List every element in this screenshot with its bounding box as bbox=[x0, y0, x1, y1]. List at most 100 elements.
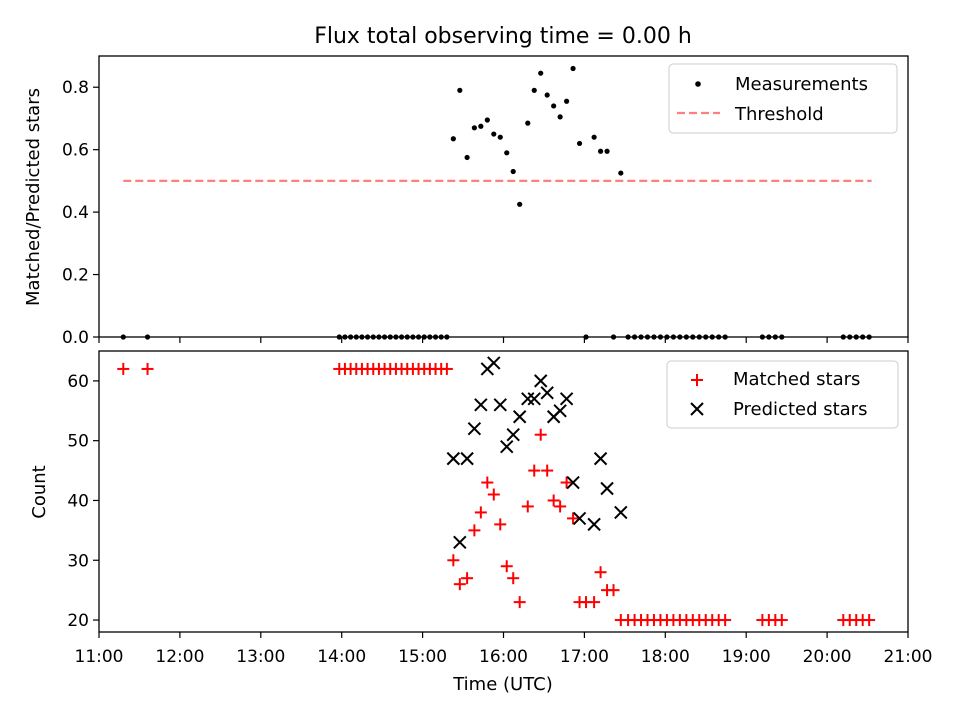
data-point bbox=[604, 148, 610, 154]
measurements-legend-marker bbox=[695, 81, 701, 87]
data-point bbox=[538, 70, 544, 76]
data-point bbox=[863, 614, 876, 627]
data-point bbox=[600, 481, 614, 496]
data-point bbox=[587, 517, 601, 532]
data-point bbox=[512, 410, 527, 424]
data-point bbox=[497, 134, 503, 140]
data-point bbox=[117, 362, 130, 375]
data-point bbox=[775, 614, 788, 627]
y-tick-label: 0.2 bbox=[62, 266, 89, 286]
data-point bbox=[614, 505, 628, 520]
data-point bbox=[464, 154, 470, 161]
data-point bbox=[474, 398, 488, 412]
bottom-y-axis: 20 30 40 50 60 bbox=[67, 372, 99, 631]
x-tick-label: 15:00 bbox=[398, 647, 447, 667]
data-point bbox=[527, 392, 541, 406]
data-point bbox=[547, 494, 560, 507]
bottom-legend: Matched stars Predicted stars bbox=[666, 360, 899, 429]
top-y-axis: 0.0 0.2 0.4 0.6 0.8 bbox=[62, 78, 99, 348]
data-point bbox=[521, 392, 535, 406]
y-tick-label: 20 bbox=[67, 611, 89, 631]
data-point bbox=[487, 356, 501, 370]
data-point bbox=[719, 614, 732, 627]
data-point bbox=[544, 92, 550, 98]
data-point bbox=[554, 500, 567, 513]
x-tick-label: 19:00 bbox=[722, 647, 771, 667]
data-point bbox=[510, 168, 516, 175]
data-point bbox=[487, 488, 500, 501]
y-tick-label: 50 bbox=[67, 432, 89, 452]
data-point bbox=[559, 392, 574, 406]
data-point bbox=[566, 475, 580, 490]
top-plot-area bbox=[120, 65, 872, 340]
data-point bbox=[525, 120, 531, 126]
x-tick-label: 13:00 bbox=[236, 647, 285, 667]
data-point bbox=[471, 125, 477, 131]
top-y-axis-label: Matched/Predicted stars bbox=[23, 88, 44, 306]
data-point bbox=[494, 518, 507, 531]
data-point bbox=[594, 566, 607, 579]
data-point bbox=[572, 511, 587, 526]
data-point bbox=[593, 451, 608, 466]
data-point bbox=[570, 65, 576, 72]
series-predicted-stars bbox=[446, 356, 628, 550]
top-legend: Measurements Threshold bbox=[668, 63, 898, 134]
x-tick-label: 18:00 bbox=[641, 647, 690, 667]
data-point bbox=[541, 464, 554, 477]
x-tick-label: 16:00 bbox=[479, 647, 528, 667]
data-point bbox=[517, 201, 523, 207]
x-tick-label: 14:00 bbox=[317, 647, 366, 667]
bottom-legend-box bbox=[666, 360, 899, 429]
top-x-axis-ticks bbox=[98, 337, 909, 343]
data-point bbox=[553, 404, 567, 418]
data-point bbox=[474, 506, 487, 519]
y-tick-label: 0.0 bbox=[62, 328, 89, 348]
data-point bbox=[591, 134, 597, 140]
figure-title: Flux total observing time = 0.00 h bbox=[314, 24, 692, 49]
y-tick-label: 60 bbox=[67, 372, 89, 392]
data-point bbox=[576, 140, 583, 147]
predicted-legend-label: Predicted stars bbox=[733, 399, 867, 420]
data-point bbox=[440, 362, 453, 375]
x-tick-label: 20:00 bbox=[803, 647, 852, 667]
data-point bbox=[513, 596, 526, 609]
data-point bbox=[607, 584, 620, 597]
data-point bbox=[447, 554, 460, 567]
data-point bbox=[460, 451, 474, 466]
data-point bbox=[478, 123, 484, 129]
y-tick-label: 0.8 bbox=[62, 78, 89, 98]
x-tick-label: 17:00 bbox=[560, 647, 609, 667]
data-point bbox=[457, 87, 463, 93]
bottom-panel: 20 30 40 50 60 11:00 12:00 13:00 14:00 15:00 16:0… bbox=[29, 350, 933, 695]
measurements-legend-label: Measurements bbox=[735, 74, 868, 95]
data-point bbox=[540, 386, 554, 400]
data-point bbox=[597, 148, 604, 154]
data-point bbox=[567, 512, 580, 525]
data-point bbox=[468, 524, 481, 537]
data-point bbox=[491, 131, 497, 137]
bottom-x-axis: 11:00 12:00 13:00 14:00 15:00 16:00 17:00 18:00… bbox=[75, 632, 933, 667]
data-point bbox=[560, 476, 573, 489]
predicted-legend-marker bbox=[690, 402, 704, 416]
y-tick-label: 30 bbox=[67, 551, 89, 571]
x-axis-label: Time (UTC) bbox=[452, 674, 553, 695]
matched-legend-label: Matched stars bbox=[733, 369, 860, 390]
data-point bbox=[446, 451, 461, 466]
data-point bbox=[500, 560, 513, 573]
data-point bbox=[588, 596, 601, 609]
data-point bbox=[528, 464, 541, 477]
y-tick-label: 40 bbox=[67, 491, 89, 511]
data-point bbox=[467, 422, 482, 436]
data-point bbox=[557, 114, 563, 120]
data-point bbox=[507, 572, 520, 585]
bottom-y-axis-label: Count bbox=[29, 465, 50, 518]
top-panel: 0.00.20.40.60.8 Matched/Predicted stars … bbox=[23, 55, 909, 348]
data-point bbox=[461, 572, 474, 585]
data-point bbox=[504, 150, 510, 156]
data-point bbox=[618, 170, 624, 176]
data-point bbox=[453, 578, 466, 591]
data-point bbox=[521, 500, 534, 513]
matched-legend-marker bbox=[691, 374, 703, 386]
data-point bbox=[564, 98, 570, 104]
x-tick-label: 11:00 bbox=[75, 647, 124, 667]
